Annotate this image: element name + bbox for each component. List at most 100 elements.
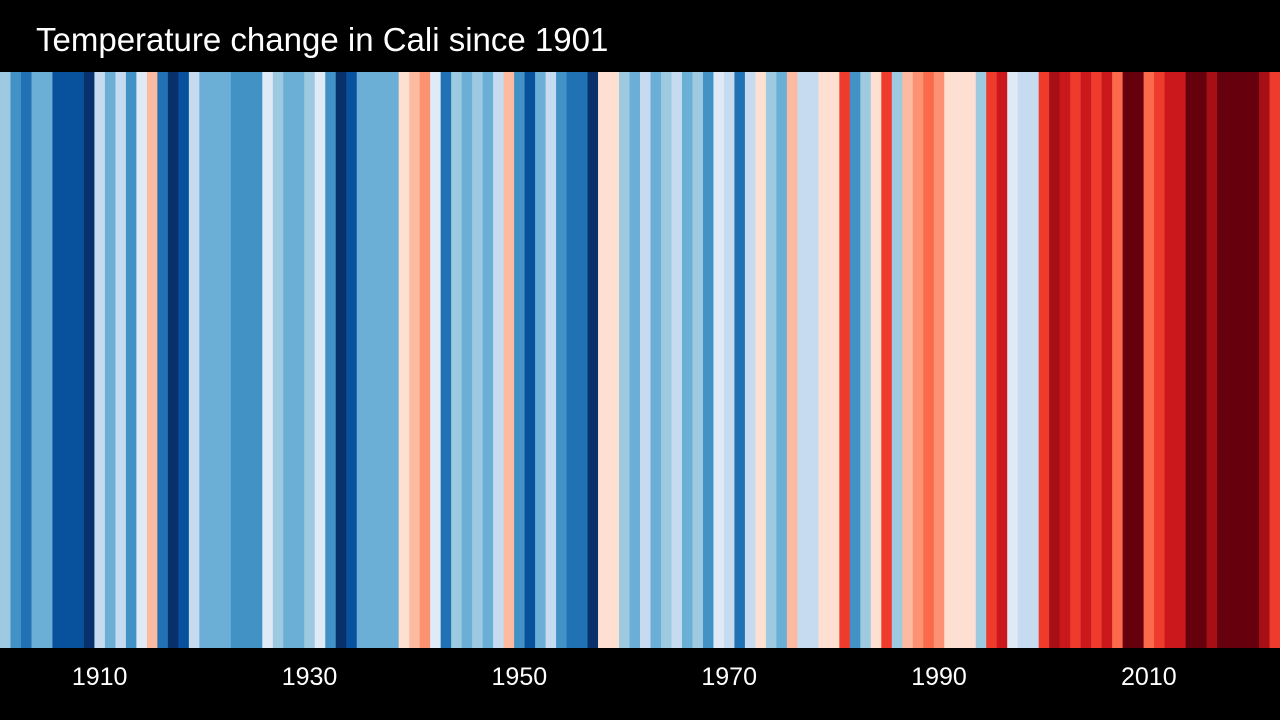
stripe-1933 bbox=[335, 72, 347, 648]
stripe-2002 bbox=[1059, 72, 1071, 648]
stripe-1931 bbox=[314, 72, 326, 648]
stripe-2020 bbox=[1248, 72, 1260, 648]
stripe-1934 bbox=[346, 72, 358, 648]
stripe-2007 bbox=[1112, 72, 1124, 648]
stripe-1936 bbox=[367, 72, 379, 648]
stripe-1984 bbox=[870, 72, 882, 648]
x-tick-label-1930: 1930 bbox=[281, 663, 338, 691]
stripe-1953 bbox=[545, 72, 557, 648]
chart-title: Temperature change in Cali since 1901 bbox=[36, 21, 609, 58]
stripe-1983 bbox=[860, 72, 872, 648]
stripe-1982 bbox=[849, 72, 861, 648]
stripe-1950 bbox=[514, 72, 526, 648]
stripe-1975 bbox=[776, 72, 788, 648]
stripe-1981 bbox=[839, 72, 851, 648]
stripe-1910 bbox=[94, 72, 106, 648]
stripe-1907 bbox=[62, 72, 75, 648]
stripe-2018 bbox=[1227, 72, 1239, 648]
stripe-1954 bbox=[556, 72, 568, 648]
stripe-1963 bbox=[650, 72, 662, 648]
stripe-1911 bbox=[104, 72, 117, 648]
stripe-1994 bbox=[975, 72, 987, 648]
stripe-2004 bbox=[1080, 72, 1092, 648]
stripe-2017 bbox=[1217, 72, 1229, 648]
stripe-1999 bbox=[1028, 72, 1040, 648]
stripe-1917 bbox=[167, 72, 179, 648]
stripe-1951 bbox=[524, 72, 536, 648]
stripe-1902 bbox=[10, 72, 22, 648]
stripe-1969 bbox=[713, 72, 725, 648]
stripe-1970 bbox=[723, 72, 736, 648]
stripe-1989 bbox=[923, 72, 935, 648]
stripe-1928 bbox=[283, 72, 295, 648]
stripe-1957 bbox=[587, 72, 599, 648]
stripe-1903 bbox=[20, 72, 33, 648]
stripe-1939 bbox=[398, 72, 410, 648]
x-tick-label-2010: 2010 bbox=[1121, 663, 1177, 691]
stripe-2021 bbox=[1259, 72, 1271, 648]
stripe-1971 bbox=[734, 72, 746, 648]
x-tick-label-1990: 1990 bbox=[911, 663, 967, 691]
stripe-2005 bbox=[1091, 72, 1103, 648]
stripe-1961 bbox=[629, 72, 641, 648]
stripe-1992 bbox=[954, 72, 966, 648]
stripe-1997 bbox=[1007, 72, 1019, 648]
stripe-1945 bbox=[461, 72, 473, 648]
stripe-1968 bbox=[702, 72, 715, 648]
stripe-1998 bbox=[1017, 72, 1029, 648]
stripe-1964 bbox=[660, 72, 673, 648]
stripe-1929 bbox=[293, 72, 305, 648]
stripe-1908 bbox=[73, 72, 85, 648]
stripe-2010 bbox=[1143, 72, 1155, 648]
stripe-1915 bbox=[146, 72, 158, 648]
stripe-1952 bbox=[535, 72, 547, 648]
stripe-1947 bbox=[482, 72, 494, 648]
x-tick-label-1910: 1910 bbox=[71, 663, 128, 691]
stripe-1916 bbox=[157, 72, 169, 648]
stripe-1927 bbox=[272, 72, 284, 648]
stripe-1946 bbox=[472, 72, 484, 648]
stripe-1912 bbox=[115, 72, 127, 648]
stripe-1976 bbox=[786, 72, 798, 648]
stripe-1940 bbox=[409, 72, 421, 648]
stripe-2006 bbox=[1101, 72, 1113, 648]
stripe-1978 bbox=[807, 72, 819, 648]
stripe-1904 bbox=[31, 72, 43, 648]
stripe-1977 bbox=[797, 72, 809, 648]
stripe-1926 bbox=[262, 72, 274, 648]
stripe-2011 bbox=[1154, 72, 1166, 648]
stripe-1987 bbox=[902, 72, 914, 648]
stripe-2003 bbox=[1070, 72, 1082, 648]
stripe-1932 bbox=[325, 72, 337, 648]
stripe-1906 bbox=[52, 72, 64, 648]
stripe-1924 bbox=[241, 72, 253, 648]
stripe-1919 bbox=[188, 72, 200, 648]
stripe-2015 bbox=[1196, 72, 1208, 648]
stripe-1905 bbox=[41, 72, 54, 648]
stripe-2000 bbox=[1038, 72, 1050, 648]
stripe-1901 bbox=[0, 72, 12, 648]
stripe-1958 bbox=[598, 72, 610, 648]
stripe-1920 bbox=[199, 72, 211, 648]
stripe-1988 bbox=[912, 72, 924, 648]
stripe-1965 bbox=[671, 72, 683, 648]
stripe-2013 bbox=[1175, 72, 1187, 648]
stripe-1967 bbox=[692, 72, 704, 648]
stripe-1955 bbox=[566, 72, 578, 648]
stripe-2014 bbox=[1185, 72, 1197, 648]
stripe-1941 bbox=[419, 72, 431, 648]
stripe-1949 bbox=[503, 72, 515, 648]
stripe-1925 bbox=[251, 72, 263, 648]
stripe-1980 bbox=[828, 72, 840, 648]
stripe-2009 bbox=[1133, 72, 1145, 648]
x-tick-label-1950: 1950 bbox=[491, 663, 548, 691]
stripe-1922 bbox=[220, 72, 232, 648]
stripe-2008 bbox=[1122, 72, 1134, 648]
stripe-1985 bbox=[881, 72, 893, 648]
stripe-2022 bbox=[1269, 72, 1280, 648]
stripe-1948 bbox=[493, 72, 505, 648]
stripe-1962 bbox=[640, 72, 652, 648]
stripe-1921 bbox=[209, 72, 221, 648]
stripe-1944 bbox=[451, 72, 463, 648]
stripe-2012 bbox=[1164, 72, 1176, 648]
